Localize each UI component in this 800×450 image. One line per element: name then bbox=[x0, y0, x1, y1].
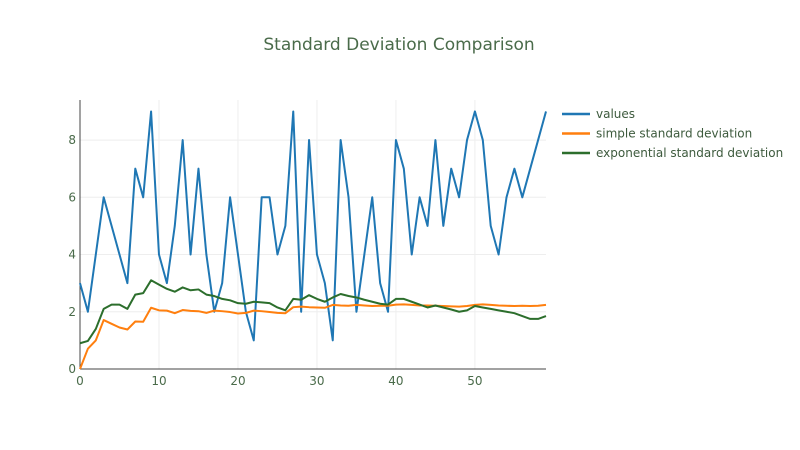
y-tick-label: 0 bbox=[68, 362, 76, 376]
series-layer bbox=[79, 110, 547, 370]
y-tick-label: 2 bbox=[68, 305, 76, 319]
y-tick-label: 4 bbox=[68, 248, 76, 262]
series-line-1[interactable] bbox=[79, 110, 547, 342]
legend-label: simple standard deviation bbox=[596, 127, 752, 141]
x-tick-label: 50 bbox=[467, 374, 482, 388]
x-tick-label: 0 bbox=[76, 374, 84, 388]
legend-label: exponential standard deviation bbox=[596, 146, 783, 160]
legend-item[interactable]: exponential standard deviation bbox=[562, 146, 783, 160]
legend[interactable]: values simple standard deviation exponenti… bbox=[562, 107, 783, 160]
x-tick-label: 40 bbox=[388, 374, 403, 388]
y-tick-label: 6 bbox=[68, 190, 76, 204]
series-line-3[interactable] bbox=[79, 279, 547, 345]
axes: 0 10 20 30 40 50 0 2 4 6 8 bbox=[68, 100, 546, 388]
legend-item[interactable]: simple standard deviation bbox=[562, 127, 752, 141]
x-tick-label: 30 bbox=[309, 374, 324, 388]
y-tick-label: 8 bbox=[68, 133, 76, 147]
x-tick-label: 10 bbox=[151, 374, 166, 388]
chart-title: Standard Deviation Comparison bbox=[263, 35, 534, 55]
grid bbox=[80, 100, 546, 369]
x-tick-label: 20 bbox=[230, 374, 245, 388]
legend-label: values bbox=[596, 107, 635, 121]
legend-item[interactable]: values bbox=[562, 107, 635, 121]
series-line-2[interactable] bbox=[79, 303, 547, 370]
